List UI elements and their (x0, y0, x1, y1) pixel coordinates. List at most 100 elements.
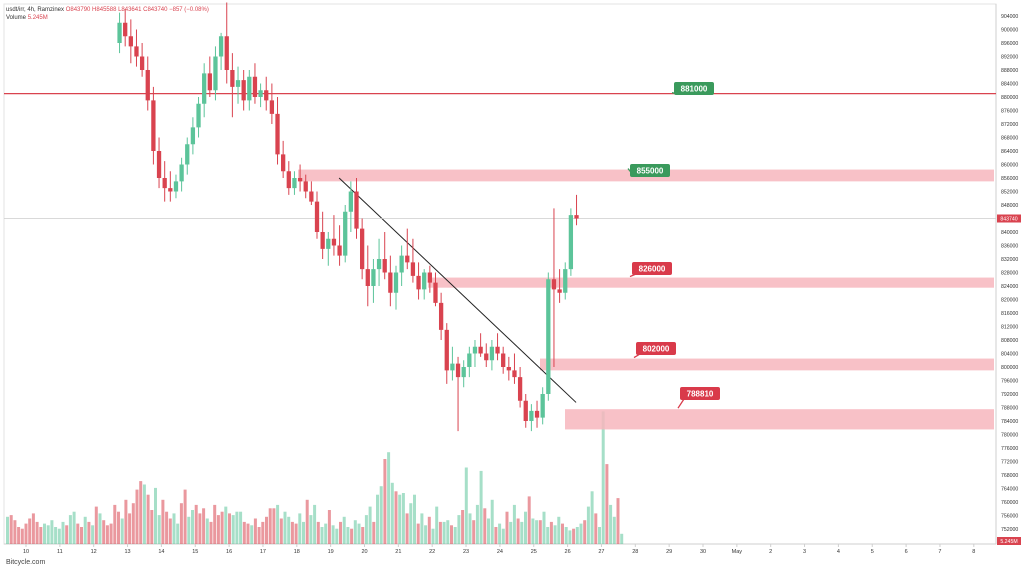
volume-bar (494, 527, 498, 544)
y-tick-label: 776000 (1001, 446, 1018, 452)
candle-body (365, 269, 370, 286)
volume-bar (472, 520, 476, 544)
volume-bar (250, 525, 254, 544)
candle-body (371, 269, 376, 286)
volume-bar (361, 527, 365, 544)
y-tick-label: 780000 (1001, 433, 1018, 439)
volume-bar (35, 521, 39, 544)
support-zone (428, 277, 994, 288)
candle-body (185, 144, 190, 165)
candle-body (568, 215, 574, 270)
volume-bar (549, 521, 553, 544)
volume-bar (586, 506, 590, 544)
x-tick-label: May (732, 549, 743, 555)
volume-bar (161, 499, 165, 544)
volume-bar (427, 516, 431, 544)
candle-body (247, 76, 252, 101)
volume-bar (183, 489, 187, 544)
level-label-badge (680, 387, 720, 400)
volume-bar (268, 508, 272, 544)
volume-bar (87, 521, 91, 544)
volume-bar (46, 525, 50, 544)
volume-bar (372, 521, 376, 544)
volume-bar (68, 515, 72, 544)
x-tick-label: 6 (905, 549, 908, 555)
x-tick-label: 5 (871, 549, 874, 555)
level-label-text: 788810 (687, 390, 714, 399)
volume-bar (364, 515, 368, 544)
y-tick-label: 836000 (1001, 244, 1018, 250)
y-tick-label: 820000 (1001, 298, 1018, 304)
candle-body (134, 46, 139, 57)
candle-body (512, 370, 517, 378)
candle-body (399, 255, 404, 273)
volume-bar (146, 494, 150, 544)
volume-bar (39, 527, 43, 544)
volume-bar (620, 533, 624, 544)
volume-bar (154, 487, 157, 544)
candle-body (540, 394, 545, 418)
volume-bar (453, 527, 457, 544)
volume-badge (997, 537, 1021, 545)
x-tick-label: 2 (769, 549, 772, 555)
candle-body (162, 178, 167, 189)
support-zone (540, 358, 994, 371)
volume-bar (168, 518, 172, 544)
candle-body (478, 346, 483, 354)
candle-body (275, 113, 280, 155)
volume-bar (398, 494, 402, 544)
candle-body (563, 269, 568, 293)
volume-bar (105, 525, 109, 544)
level-label-badge (636, 342, 676, 355)
candle-body (382, 259, 387, 273)
volume-bar (290, 521, 294, 544)
volume-bar (438, 521, 442, 544)
candle-body (444, 329, 449, 371)
volume-bar (564, 527, 568, 544)
candle-body (343, 211, 348, 256)
volume-bar (102, 520, 106, 544)
candle-body (388, 272, 393, 293)
candle-body (461, 367, 466, 378)
volume-bar (324, 523, 328, 544)
candle-body (281, 154, 286, 172)
candle-body (557, 289, 562, 293)
volume-bar (246, 523, 250, 544)
candle-body (258, 90, 263, 97)
volume-bar (387, 452, 391, 544)
y-tick-label: 768000 (1001, 473, 1018, 479)
volume-bar (83, 516, 87, 544)
volume-bar (272, 508, 276, 544)
volume-bar (54, 527, 58, 544)
y-tick-label: 884000 (1001, 82, 1018, 88)
y-tick-label: 764000 (1001, 487, 1018, 493)
volume-bar (561, 523, 564, 544)
volume-bar (590, 491, 594, 544)
volume-bar (253, 518, 257, 544)
plot-frame (3, 3, 997, 545)
level-label-text: 881000 (681, 85, 708, 94)
volume-bar (594, 513, 598, 544)
volume-bar (368, 506, 372, 544)
x-tick-label: 20 (361, 549, 367, 555)
volume-bar (131, 503, 135, 544)
candle-body (405, 255, 410, 263)
y-tick-label: 896000 (1001, 41, 1018, 47)
x-tick-label: 16 (226, 549, 232, 555)
candle-body (269, 100, 275, 114)
volume-bar (546, 527, 550, 544)
candle-body (314, 201, 320, 232)
volume-bar (176, 523, 180, 544)
volume-bar (31, 513, 35, 544)
volume-bar (43, 523, 46, 544)
candle-body (416, 275, 421, 290)
volume-bar (276, 504, 280, 544)
level-label-text: 802000 (643, 345, 670, 354)
y-tick-label: 856000 (1001, 176, 1018, 182)
x-tick-label: 11 (57, 549, 63, 555)
candle-body (309, 191, 314, 202)
candle-body (359, 228, 365, 270)
level-label-pointer (677, 398, 685, 409)
volume-bar (213, 504, 217, 544)
